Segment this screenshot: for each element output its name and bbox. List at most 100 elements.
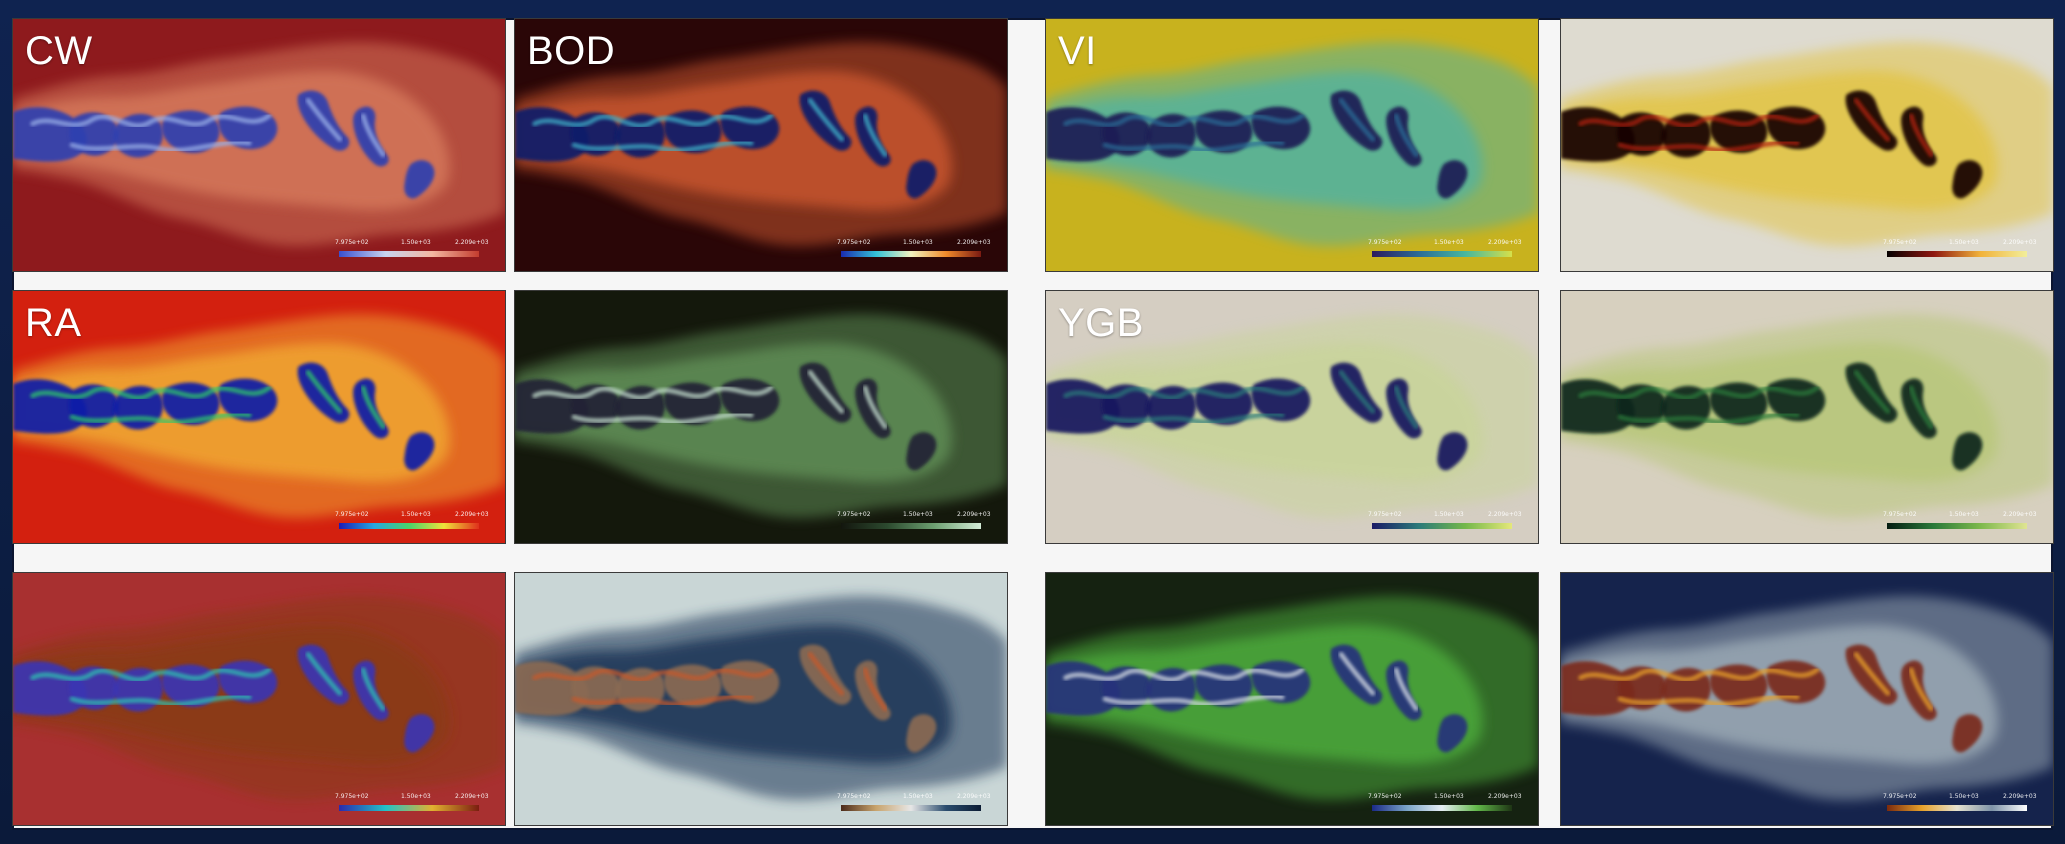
colorbar-tick-label: 1.50e+03 [1949, 239, 1979, 246]
plume-accent-filament [571, 412, 754, 425]
colorbar-legend: 7.975e+02 1.50e+03 2.209e+03 [335, 793, 489, 819]
panel-navy-fire: 7.975e+02 1.50e+03 2.209e+03 [1560, 572, 2054, 826]
plume-visualization [515, 573, 1007, 825]
panel-green-dark: 7.975e+02 1.50e+03 2.209e+03 [514, 290, 1008, 544]
colorbar-tick-label: 1.50e+03 [903, 793, 933, 800]
colorbar-tick-label: 2.209e+03 [957, 793, 991, 800]
colorbar-tick-label: 7.975e+02 [837, 511, 871, 518]
plume-accent-filament [1063, 385, 1305, 401]
colorbar-tick-label: 1.50e+03 [1434, 239, 1464, 246]
plume-visualization [515, 291, 1007, 543]
colorbar-tick-label: 1.50e+03 [401, 793, 431, 800]
colorbar-legend: 7.975e+02 1.50e+03 2.209e+03 [1883, 239, 2037, 265]
plume-accent-filament [1578, 385, 1820, 401]
plume-accent-filament [807, 97, 845, 142]
plume-core-structure [515, 107, 589, 162]
colorbar-tick-label: 1.50e+03 [1949, 793, 1979, 800]
panel-cw: CW 7.975e+02 1.50e+03 2.209e+03 [12, 18, 506, 272]
colorbar-legend: 7.975e+02 1.50e+03 2.209e+03 [1368, 239, 1522, 265]
panel-green-light: 7.975e+02 1.50e+03 2.209e+03 [1560, 290, 2054, 544]
colorbar-gradient [841, 523, 981, 529]
plume-accent-filament [305, 369, 343, 414]
plume-core-structure [404, 714, 435, 753]
colorbar-gradient [841, 251, 981, 257]
colorbar-tick-label: 2.209e+03 [455, 793, 489, 800]
plume-visualization [13, 19, 505, 271]
panel-tri-red: 7.975e+02 1.50e+03 2.209e+03 [12, 572, 506, 826]
colorbar-tick-label: 1.50e+03 [401, 239, 431, 246]
colorbar-tick-label: 7.975e+02 [1368, 511, 1402, 518]
colormap-label: YGB [1058, 301, 1144, 345]
plume-accent-filament [1853, 369, 1891, 414]
colorbar-legend: 7.975e+02 1.50e+03 2.209e+03 [837, 793, 991, 819]
plume-accent-filament [30, 113, 272, 129]
panel-green-ice: 7.975e+02 1.50e+03 2.209e+03 [1045, 572, 1539, 826]
colorbar-gradient [1372, 523, 1512, 529]
colorbar-gradient [1887, 805, 2027, 811]
plume-accent-filament [1063, 113, 1305, 129]
plume-accent-filament [1853, 97, 1891, 142]
plume-accent-filament [1338, 97, 1376, 142]
plume-accent-filament [1617, 694, 1800, 707]
panel-navy-light: 7.975e+02 1.50e+03 2.209e+03 [514, 572, 1008, 826]
colorbar-gradient [339, 523, 479, 529]
plume-accent-filament [360, 113, 386, 158]
panel-yellow-red: 7.975e+02 1.50e+03 2.209e+03 [1560, 18, 2054, 272]
plume-accent-filament [360, 667, 386, 712]
plume-core-structure [1561, 661, 1635, 716]
colorbar-tick-label: 7.975e+02 [335, 239, 369, 246]
colorbar-tick-label: 7.975e+02 [837, 793, 871, 800]
colorbar-legend: 7.975e+02 1.50e+03 2.209e+03 [1368, 793, 1522, 819]
panel-vi: VI 7.975e+02 1.50e+03 2.209e+03 [1045, 18, 1539, 272]
colorbar-legend: 7.975e+02 1.50e+03 2.209e+03 [837, 511, 991, 537]
plume-accent-filament [1102, 694, 1285, 707]
plume-accent-filament [1908, 385, 1934, 430]
plume-core-structure [906, 714, 937, 753]
colormap-label: BOD [527, 29, 616, 73]
plume-accent-filament [1617, 140, 1800, 153]
plume-accent-filament [69, 140, 252, 153]
plume-visualization [1561, 291, 2053, 543]
plume-core-structure [13, 661, 87, 716]
colorbar-tick-label: 2.209e+03 [1488, 511, 1522, 518]
colorbar-gradient [1372, 251, 1512, 257]
colorbar-tick-label: 7.975e+02 [1368, 793, 1402, 800]
plume-accent-filament [305, 97, 343, 142]
plume-core-structure [13, 107, 87, 162]
plume-accent-filament [571, 694, 754, 707]
colorbar-legend: 7.975e+02 1.50e+03 2.209e+03 [1883, 511, 2037, 537]
colorbar-tick-label: 7.975e+02 [1883, 793, 1917, 800]
plume-accent-filament [1617, 412, 1800, 425]
colorbar-tick-label: 2.209e+03 [957, 239, 991, 246]
plume-accent-filament [862, 667, 888, 712]
plume-core-structure [1952, 714, 1983, 753]
colorbar-tick-label: 1.50e+03 [1434, 511, 1464, 518]
colorbar-legend: 7.975e+02 1.50e+03 2.209e+03 [1883, 793, 2037, 819]
plume-core-structure [13, 379, 87, 434]
colorbar-gradient [339, 805, 479, 811]
plume-core-structure [1952, 432, 1983, 471]
plume-accent-filament [571, 140, 754, 153]
plume-accent-filament [1393, 667, 1419, 712]
plume-core-structure [1437, 432, 1468, 471]
plume-visualization [13, 573, 505, 825]
colorbar-gradient [1887, 251, 2027, 257]
plume-core-structure [404, 432, 435, 471]
plume-visualization [1046, 19, 1538, 271]
plume-core-structure [906, 160, 937, 199]
colorbar-tick-label: 2.209e+03 [455, 511, 489, 518]
colormap-comparison-grid: CW 7.975e+02 1.50e+03 2.209e+03 BOD 7.975e+02… [12, 18, 2054, 830]
plume-accent-filament [862, 113, 888, 158]
colorbar-legend: 7.975e+02 1.50e+03 2.209e+03 [837, 239, 991, 265]
colorbar-tick-label: 7.975e+02 [1883, 511, 1917, 518]
plume-accent-filament [1908, 113, 1934, 158]
panel-bod: BOD 7.975e+02 1.50e+03 2.209e+03 [514, 18, 1008, 272]
colorbar-tick-label: 7.975e+02 [335, 793, 369, 800]
plume-core-structure [1952, 160, 1983, 199]
plume-accent-filament [1908, 667, 1934, 712]
colorbar-tick-label: 1.50e+03 [903, 511, 933, 518]
plume-accent-filament [1063, 667, 1305, 683]
colorbar-legend: 7.975e+02 1.50e+03 2.209e+03 [335, 239, 489, 265]
plume-core-structure [1561, 379, 1635, 434]
